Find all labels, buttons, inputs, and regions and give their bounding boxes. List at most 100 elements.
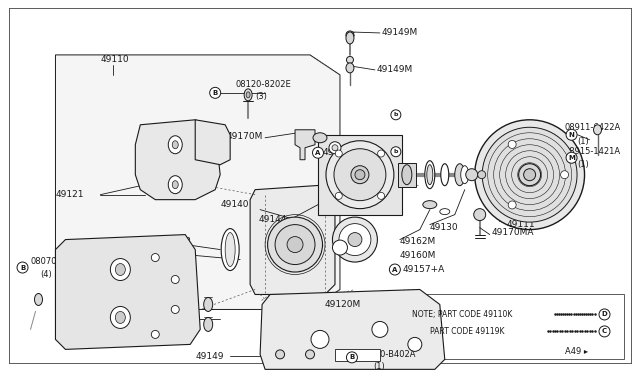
Circle shape: [17, 262, 28, 273]
Text: 49162M: 49162M: [400, 237, 436, 246]
Ellipse shape: [346, 31, 354, 39]
Text: 08915-1421A: 08915-1421A: [564, 147, 621, 156]
Ellipse shape: [276, 350, 285, 359]
Bar: [335, 349, 380, 361]
Text: A: A: [392, 266, 397, 273]
Text: B: B: [212, 90, 218, 96]
Circle shape: [566, 152, 577, 163]
Ellipse shape: [168, 176, 182, 194]
Text: 49144: 49144: [258, 215, 287, 224]
Ellipse shape: [378, 150, 385, 157]
Ellipse shape: [455, 164, 465, 186]
Ellipse shape: [110, 259, 131, 280]
Text: B: B: [349, 355, 355, 360]
Text: C: C: [602, 328, 607, 334]
Ellipse shape: [311, 330, 329, 349]
Text: 49157: 49157: [323, 148, 351, 157]
Text: B: B: [20, 264, 25, 270]
Circle shape: [312, 147, 323, 158]
Ellipse shape: [355, 170, 365, 180]
Polygon shape: [250, 185, 335, 295]
Ellipse shape: [346, 63, 354, 73]
Text: NOTE; PART CODE 49110K: NOTE; PART CODE 49110K: [412, 310, 512, 319]
Text: A49 ▸: A49 ▸: [564, 347, 588, 356]
Ellipse shape: [334, 149, 386, 201]
Text: 49157+A: 49157+A: [403, 265, 445, 274]
Circle shape: [391, 110, 401, 120]
Ellipse shape: [518, 164, 541, 186]
Ellipse shape: [305, 350, 314, 359]
Ellipse shape: [35, 294, 42, 305]
Ellipse shape: [466, 169, 477, 181]
Text: 49120M: 49120M: [325, 300, 361, 309]
Ellipse shape: [524, 169, 536, 181]
Text: 4914B: 4914B: [163, 237, 191, 246]
Text: b: b: [394, 112, 398, 117]
Text: 49116: 49116: [88, 250, 117, 259]
Circle shape: [389, 264, 401, 275]
Text: 49170M: 49170M: [226, 132, 262, 141]
Ellipse shape: [339, 224, 371, 256]
Ellipse shape: [204, 317, 212, 331]
Circle shape: [599, 326, 610, 337]
Polygon shape: [295, 130, 315, 160]
Text: 49149M: 49149M: [382, 28, 418, 38]
Ellipse shape: [204, 298, 212, 311]
Ellipse shape: [475, 120, 584, 230]
Ellipse shape: [275, 225, 315, 264]
Ellipse shape: [168, 136, 182, 154]
Ellipse shape: [332, 240, 348, 255]
Ellipse shape: [378, 192, 385, 199]
Ellipse shape: [335, 150, 342, 157]
Polygon shape: [195, 120, 230, 165]
Text: M: M: [568, 155, 575, 161]
Ellipse shape: [402, 165, 412, 185]
Ellipse shape: [423, 201, 436, 209]
Circle shape: [210, 87, 221, 98]
Ellipse shape: [335, 192, 342, 199]
Text: 08070-8302A: 08070-8302A: [31, 257, 87, 266]
Bar: [398, 163, 416, 187]
Ellipse shape: [221, 229, 239, 270]
Text: 49160M: 49160M: [400, 251, 436, 260]
Circle shape: [391, 147, 401, 157]
Text: 49111: 49111: [507, 220, 535, 229]
Polygon shape: [56, 55, 340, 310]
Ellipse shape: [351, 166, 369, 184]
Polygon shape: [56, 235, 200, 349]
Ellipse shape: [313, 133, 327, 143]
Text: D: D: [602, 311, 607, 317]
Ellipse shape: [172, 181, 179, 189]
Text: 08120-B402A: 08120-B402A: [360, 350, 417, 359]
Ellipse shape: [332, 217, 378, 262]
Ellipse shape: [172, 141, 179, 149]
Ellipse shape: [346, 57, 353, 63]
Ellipse shape: [441, 164, 449, 186]
Ellipse shape: [287, 237, 303, 253]
Bar: [318, 135, 402, 215]
Ellipse shape: [115, 263, 125, 276]
Text: 08120-8202E: 08120-8202E: [235, 80, 291, 89]
Polygon shape: [135, 120, 220, 200]
Text: 49148: 49148: [163, 313, 191, 322]
Ellipse shape: [151, 254, 159, 262]
Ellipse shape: [329, 142, 341, 154]
Text: 4914B: 4914B: [145, 250, 174, 259]
Text: (4): (4): [40, 270, 52, 279]
Ellipse shape: [348, 232, 362, 247]
Text: 08911-6422A: 08911-6422A: [564, 123, 621, 132]
Ellipse shape: [461, 166, 468, 184]
Bar: [400, 295, 625, 359]
Ellipse shape: [477, 171, 486, 179]
Ellipse shape: [593, 125, 602, 135]
Ellipse shape: [482, 127, 577, 222]
Text: 49140: 49140: [220, 200, 249, 209]
Ellipse shape: [561, 171, 568, 179]
Text: 49149M: 49149M: [377, 65, 413, 74]
Ellipse shape: [457, 166, 463, 184]
Ellipse shape: [115, 311, 125, 323]
Text: (1): (1): [373, 362, 385, 371]
Ellipse shape: [474, 209, 486, 221]
Text: 49121: 49121: [56, 190, 84, 199]
Ellipse shape: [508, 141, 516, 148]
